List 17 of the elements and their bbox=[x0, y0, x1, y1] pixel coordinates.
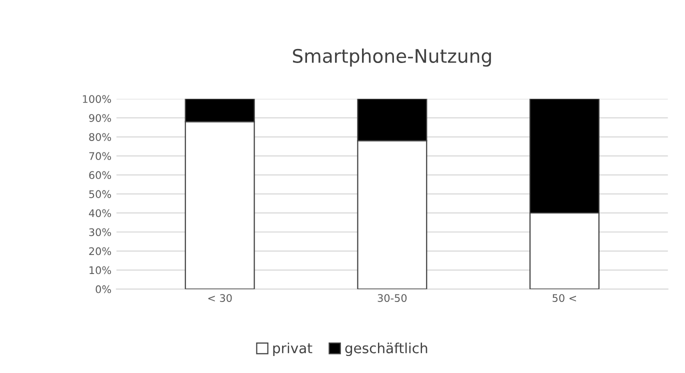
y-tick-label: 100% bbox=[82, 95, 112, 103]
legend-label: geschäftlich bbox=[345, 342, 428, 356]
y-tick-label: 0% bbox=[96, 285, 112, 294]
x-tick-label: < 30 bbox=[208, 294, 232, 302]
x-tick-label: 50 < bbox=[552, 294, 576, 302]
y-tick-label: 60% bbox=[89, 171, 112, 180]
y-tick-label: 80% bbox=[89, 133, 112, 141]
legend-label: privat bbox=[273, 342, 312, 356]
y-tick-label: 30% bbox=[89, 228, 112, 236]
y-tick-label: 10% bbox=[90, 266, 112, 274]
y-tick-label: 50% bbox=[89, 190, 112, 198]
y-tick-label: 90% bbox=[89, 114, 112, 122]
y-tick-label: 40% bbox=[88, 209, 112, 218]
chart-title: Smartphone-Nutzung bbox=[292, 48, 491, 67]
y-tick-label: 70% bbox=[89, 152, 112, 160]
y-tick-label: 20% bbox=[89, 247, 112, 256]
x-tick-label: 30-50 bbox=[378, 294, 407, 302]
